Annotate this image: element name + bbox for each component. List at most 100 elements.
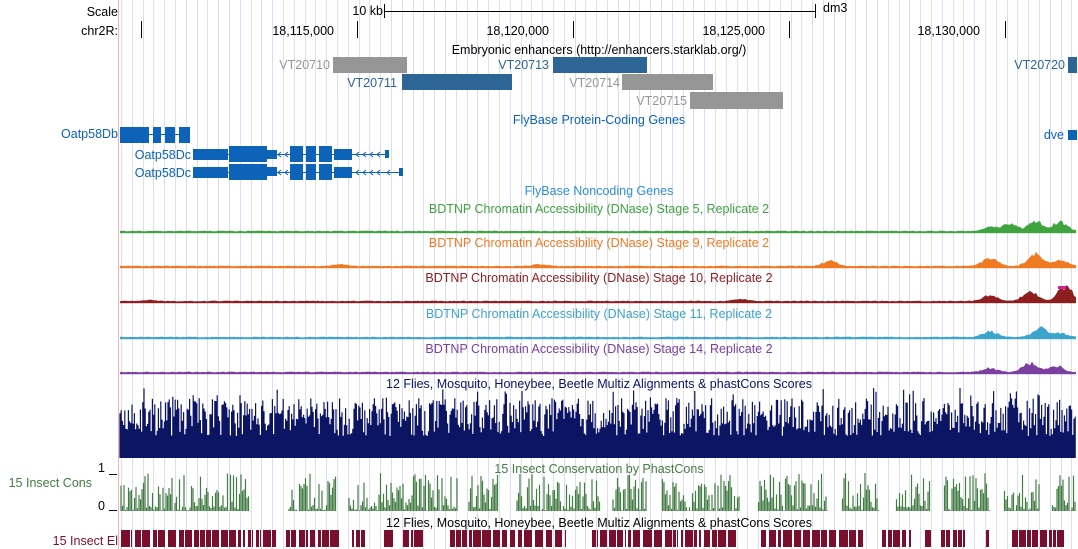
conserved-element — [839, 530, 848, 547]
conserved-element — [946, 530, 950, 547]
conserved-element — [352, 530, 354, 547]
enhancer-feature-vt20713[interactable] — [553, 57, 647, 73]
dnase-stage11-title[interactable]: BDTNP Chromatin Accessibility (DNase) St… — [425, 307, 773, 321]
enhancer-label-vt20710[interactable]: VT20710 — [279, 58, 330, 72]
scale-bar — [384, 11, 816, 12]
elements-track-title[interactable]: 12 Flies, Mosquito, Honeybee, Beetle Mul… — [386, 516, 812, 530]
conserved-element — [821, 530, 827, 547]
conserved-element — [243, 530, 245, 547]
conserved-element — [229, 530, 236, 547]
enhancer-feature-vt20720[interactable] — [1068, 57, 1077, 73]
gene-label-oatp58dc[interactable]: Oatp58Dc — [134, 166, 191, 180]
conserved-element — [849, 530, 856, 547]
position-label: 18,130,000 — [917, 24, 980, 38]
enhancer-feature-vt20710[interactable] — [333, 57, 407, 73]
dnase-stage9-title[interactable]: BDTNP Chromatin Accessibility (DNase) St… — [428, 236, 770, 250]
protein-coding-track-title[interactable]: FlyBase Protein-Coding Genes — [512, 113, 686, 127]
conserved-element — [238, 530, 241, 547]
conserved-element — [263, 530, 271, 547]
phastcons-scale-max: 1 — [98, 461, 105, 475]
dnase-stage5-title[interactable]: BDTNP Chromatin Accessibility (DNase) St… — [428, 202, 770, 216]
enhancer-feature-vt20711[interactable] — [402, 74, 512, 90]
conserved-element — [286, 530, 290, 547]
dnase-stage10-title[interactable]: BDTNP Chromatin Accessibility (DNase) St… — [425, 271, 773, 285]
conserved-element — [565, 530, 566, 547]
scale-bar-left-tick — [384, 4, 385, 18]
conserved-element — [179, 530, 184, 547]
conserved-element — [200, 530, 205, 547]
conserved-element — [1019, 530, 1026, 547]
conserved-element — [403, 530, 409, 547]
gene-feature-dve[interactable] — [1068, 130, 1077, 140]
conserved-element — [665, 530, 672, 547]
gene-label-oatp58dc[interactable]: Oatp58Dc — [134, 148, 191, 162]
dnase-signal-area — [120, 285, 1076, 302]
left-margin-border — [118, 0, 119, 549]
gene-label-dve[interactable]: dve — [1043, 128, 1064, 142]
dnase-stage14-title[interactable]: BDTNP Chromatin Accessibility (DNase) St… — [425, 342, 773, 356]
dnase-signal-area — [120, 326, 1076, 338]
enhancer-label-vt20714[interactable]: VT20714 — [569, 76, 620, 90]
conserved-element — [1057, 530, 1064, 547]
conserved-element — [1053, 530, 1056, 547]
conserved-element — [633, 530, 640, 547]
conserved-element — [518, 530, 522, 547]
enhancer-label-vt20715[interactable]: VT20715 — [636, 94, 687, 108]
gene-label-oatp58db[interactable]: Oatp58Db — [61, 127, 118, 141]
enhancer-label-vt20720[interactable]: VT20720 — [1014, 58, 1065, 72]
dnase-clip-marker — [1058, 286, 1066, 289]
phastcons-side-label[interactable]: 15 Insect Cons — [8, 476, 92, 490]
conserved-element — [958, 530, 962, 547]
conserved-element — [699, 530, 701, 547]
conserved-element — [600, 530, 607, 547]
conserved-element — [941, 530, 945, 547]
elements-side-label[interactable]: 15 Insect El — [52, 534, 118, 548]
conserved-element — [592, 530, 596, 547]
conserved-element — [221, 530, 228, 547]
multiz-track-title[interactable]: 12 Flies, Mosquito, Honeybee, Beetle Mul… — [386, 377, 812, 391]
conserved-element — [718, 530, 726, 547]
conserved-element — [555, 530, 562, 547]
conserved-element — [902, 530, 906, 547]
conserved-element — [310, 530, 315, 547]
conserved-element — [462, 530, 467, 547]
enhancer-feature-vt20714[interactable] — [622, 74, 713, 90]
enhancer-feature-vt20715[interactable] — [690, 92, 783, 109]
conserved-element — [450, 530, 455, 547]
conserved-element — [414, 530, 423, 547]
enhancer-label-vt20711[interactable]: VT20711 — [347, 76, 397, 90]
phastcons-scale-max-tick — [109, 474, 117, 475]
conserved-element — [135, 530, 141, 547]
conserved-element — [909, 530, 911, 547]
conserved-element — [153, 530, 157, 547]
phastcons-scale-min: 0 — [98, 499, 105, 513]
conserved-element — [384, 530, 393, 547]
conserved-element — [535, 530, 543, 547]
conserved-element — [318, 530, 321, 547]
conserved-element — [803, 530, 810, 547]
ruler-tick — [357, 21, 358, 38]
conserved-element — [306, 530, 308, 547]
conserved-element — [597, 530, 598, 547]
conserved-element — [299, 530, 305, 547]
dnase-signal-area — [120, 361, 1076, 373]
enhancer-label-vt20713[interactable]: VT20713 — [498, 58, 549, 72]
conserved-element — [330, 530, 339, 547]
conserved-element — [617, 530, 623, 547]
conserved-element — [194, 530, 199, 547]
conserved-element — [1032, 530, 1038, 547]
conserved-element — [643, 530, 652, 547]
enhancers-track-title[interactable]: Embryonic enhancers (http://enhancers.st… — [451, 43, 747, 57]
scale-bar-text: 10 kb — [352, 4, 383, 18]
conserved-element — [628, 530, 631, 547]
conserved-element — [158, 530, 165, 547]
phastcons-track-title[interactable]: 15 Insect Conservation by PhastCons — [494, 462, 704, 476]
noncoding-track-title[interactable]: FlyBase Noncoding Genes — [524, 184, 674, 198]
conserved-element — [882, 530, 886, 547]
